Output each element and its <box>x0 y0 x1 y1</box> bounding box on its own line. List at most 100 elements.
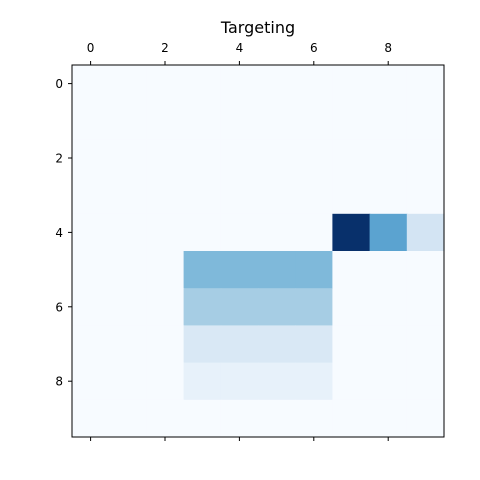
x-tick-label: 0 <box>87 41 95 55</box>
heatmap-cell <box>295 251 333 289</box>
heatmap-cell <box>295 325 333 364</box>
heatmap-cell <box>109 399 147 438</box>
heatmap-cell <box>183 176 222 215</box>
heatmap-cell <box>146 325 185 364</box>
heatmap-cell <box>109 325 147 364</box>
heatmap-cell <box>109 176 147 215</box>
heatmap-cell <box>295 213 333 252</box>
heatmap-cell <box>220 288 259 326</box>
heatmap-cell <box>332 251 371 289</box>
heatmap-cell <box>369 325 408 364</box>
heatmap-cell <box>72 102 110 140</box>
heatmap-cell <box>332 213 371 252</box>
y-tick-label: 4 <box>55 226 63 240</box>
heatmap-cells <box>72 65 445 438</box>
heatmap-cell <box>109 65 147 103</box>
heatmap-cell <box>220 362 259 401</box>
heatmap-cell <box>406 288 445 326</box>
heatmap-cell <box>220 399 259 438</box>
heatmap-cell <box>146 362 185 401</box>
heatmap-cell <box>258 362 296 401</box>
heatmap-cell <box>72 139 110 178</box>
heatmap-cell <box>220 325 259 364</box>
heatmap-cell <box>406 139 445 178</box>
heatmap-cell <box>369 102 408 140</box>
heatmap-cell <box>406 102 445 140</box>
heatmap-cell <box>369 176 408 215</box>
heatmap-cell <box>146 65 185 103</box>
heatmap-cell <box>332 325 371 364</box>
x-tick-label: 8 <box>384 41 392 55</box>
heatmap-cell <box>406 213 445 252</box>
x-axis-ticks: 0 2 4 6 8 <box>87 41 392 441</box>
heatmap-cell <box>72 399 110 438</box>
x-tick-label: 2 <box>161 41 169 55</box>
y-tick-label: 8 <box>55 375 63 389</box>
heatmap-cell <box>220 102 259 140</box>
heatmap-cell <box>109 139 147 178</box>
heatmap-cell <box>369 65 408 103</box>
heatmap-cell <box>183 102 222 140</box>
heatmap-cell <box>369 399 408 438</box>
heatmap-cell <box>369 139 408 178</box>
x-tick-label: 4 <box>236 41 244 55</box>
heatmap-cell <box>220 176 259 215</box>
plot-frame <box>71 64 445 438</box>
heatmap-cell <box>109 288 147 326</box>
heatmap-cell <box>183 251 222 289</box>
heatmap-cell <box>258 288 296 326</box>
heatmap-cell <box>258 65 296 103</box>
heatmap-cell <box>72 176 110 215</box>
heatmap-cell <box>406 362 445 401</box>
heatmap-cell <box>332 102 371 140</box>
y-axis-ticks: 0 2 4 6 8 <box>55 77 72 389</box>
heatmap-cell <box>406 251 445 289</box>
heatmap-cell <box>332 362 371 401</box>
heatmap-cell <box>258 176 296 215</box>
heatmap-cell <box>183 362 222 401</box>
heatmap-cell <box>220 139 259 178</box>
heatmap-cell <box>72 288 110 326</box>
heatmap-cell <box>369 213 408 252</box>
heatmap-cell <box>146 288 185 326</box>
heatmap-cell <box>295 399 333 438</box>
heatmap-cell <box>295 65 333 103</box>
y-tick-label: 2 <box>55 152 63 166</box>
heatmap-cell <box>332 65 371 103</box>
chart-title: Targeting <box>220 18 295 37</box>
heatmap-cell <box>146 139 185 178</box>
heatmap-cell <box>258 139 296 178</box>
x-tick-label: 6 <box>310 41 318 55</box>
heatmap-cell <box>332 288 371 326</box>
heatmap-cell <box>406 325 445 364</box>
heatmap-cell <box>332 139 371 178</box>
heatmap-cell <box>183 399 222 438</box>
heatmap-cell <box>146 213 185 252</box>
heatmap-cell <box>109 102 147 140</box>
heatmap-cell <box>295 288 333 326</box>
heatmap-cell <box>72 213 110 252</box>
heatmap-cell <box>258 102 296 140</box>
heatmap-cell <box>146 251 185 289</box>
y-tick-label: 6 <box>55 300 63 314</box>
heatmap-cell <box>109 362 147 401</box>
heatmap-cell <box>406 65 445 103</box>
heatmap-cell <box>258 213 296 252</box>
heatmap-cell <box>109 251 147 289</box>
heatmap-cell <box>295 102 333 140</box>
heatmap-cell <box>183 139 222 178</box>
heatmap-cell <box>220 65 259 103</box>
heatmap-cell <box>332 399 371 438</box>
heatmap-cell <box>369 251 408 289</box>
heatmap-cell <box>72 251 110 289</box>
heatmap-cell <box>295 362 333 401</box>
y-tick-label: 0 <box>55 77 63 91</box>
heatmap-cell <box>369 288 408 326</box>
heatmap-cell <box>258 251 296 289</box>
heatmap-cell <box>183 213 222 252</box>
heatmap-cell <box>258 399 296 438</box>
heatmap-cell <box>332 176 371 215</box>
heatmap-cell <box>146 102 185 140</box>
heatmap-cell <box>406 399 445 438</box>
